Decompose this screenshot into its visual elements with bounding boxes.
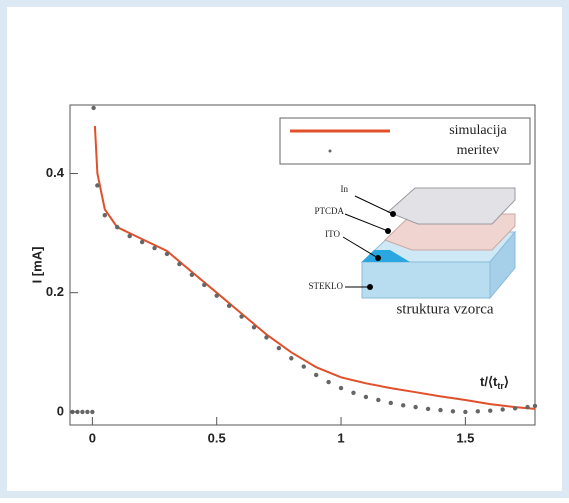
data-point	[532, 403, 538, 409]
data-point	[475, 409, 481, 414]
data-point	[91, 105, 96, 111]
data-point	[376, 397, 381, 403]
data-point	[289, 356, 294, 361]
data-point	[512, 406, 518, 411]
layer-label: In	[341, 184, 349, 194]
legend-label: simulacija	[449, 123, 507, 138]
y-tick-label: 0	[57, 403, 64, 418]
data-point	[450, 409, 456, 414]
data-point	[80, 409, 85, 415]
layer-label: ITO	[325, 229, 340, 239]
x-axis-label-sub: tr	[497, 381, 504, 391]
series-line	[93, 125, 536, 410]
data-point	[202, 282, 207, 288]
data-point	[488, 408, 493, 413]
data-point	[164, 251, 170, 257]
data-point	[413, 404, 418, 410]
data-point	[102, 213, 108, 218]
x-tick-label: 1.5	[456, 430, 474, 445]
data-point	[525, 404, 530, 410]
legend-marker	[328, 149, 332, 153]
data-point	[276, 345, 282, 351]
x-axis-label: t/⟨ttr⟩	[480, 374, 509, 391]
data-point	[152, 245, 157, 251]
data-point	[351, 390, 356, 396]
x-tick-label: 0.5	[208, 430, 226, 445]
plot-frame	[69, 104, 536, 426]
data-point	[326, 379, 331, 385]
data-point	[115, 224, 120, 230]
x-tick-label: 1	[337, 430, 344, 445]
data-point	[139, 239, 145, 245]
data-point	[239, 314, 244, 319]
legend	[279, 117, 531, 165]
y-axis-label: I [mA]	[29, 247, 44, 284]
data-point	[251, 325, 257, 330]
data-point	[177, 261, 182, 267]
data-point	[463, 409, 468, 415]
x-axis-label-main: t/⟨t	[480, 374, 498, 389]
data-point	[90, 409, 95, 415]
data-point	[363, 394, 369, 400]
data-point	[127, 233, 132, 239]
data-point	[425, 406, 431, 412]
data-point	[301, 364, 306, 369]
data-point	[438, 407, 443, 413]
x-axis-label-end: ⟩	[504, 374, 509, 389]
data-point	[338, 385, 344, 391]
layer-label: PTCDA	[314, 206, 344, 216]
data-point	[388, 400, 393, 406]
data-point	[264, 335, 269, 340]
y-tick-label: 0.2	[46, 284, 64, 299]
data-point	[214, 293, 219, 298]
data-point	[189, 272, 195, 278]
legend-label: meritev	[457, 143, 500, 158]
y-tick-label: 0.4	[46, 165, 65, 180]
data-point	[500, 407, 505, 412]
data-point	[401, 403, 406, 408]
data-point	[85, 409, 90, 415]
inset-diagram	[342, 187, 517, 300]
data-point	[313, 372, 319, 378]
x-tick-label: 0	[89, 430, 96, 445]
data-point	[226, 303, 232, 309]
data-point	[95, 183, 100, 188]
layer-label: STEKLO	[309, 281, 344, 291]
inset-title: struktura vzorca	[396, 301, 493, 317]
